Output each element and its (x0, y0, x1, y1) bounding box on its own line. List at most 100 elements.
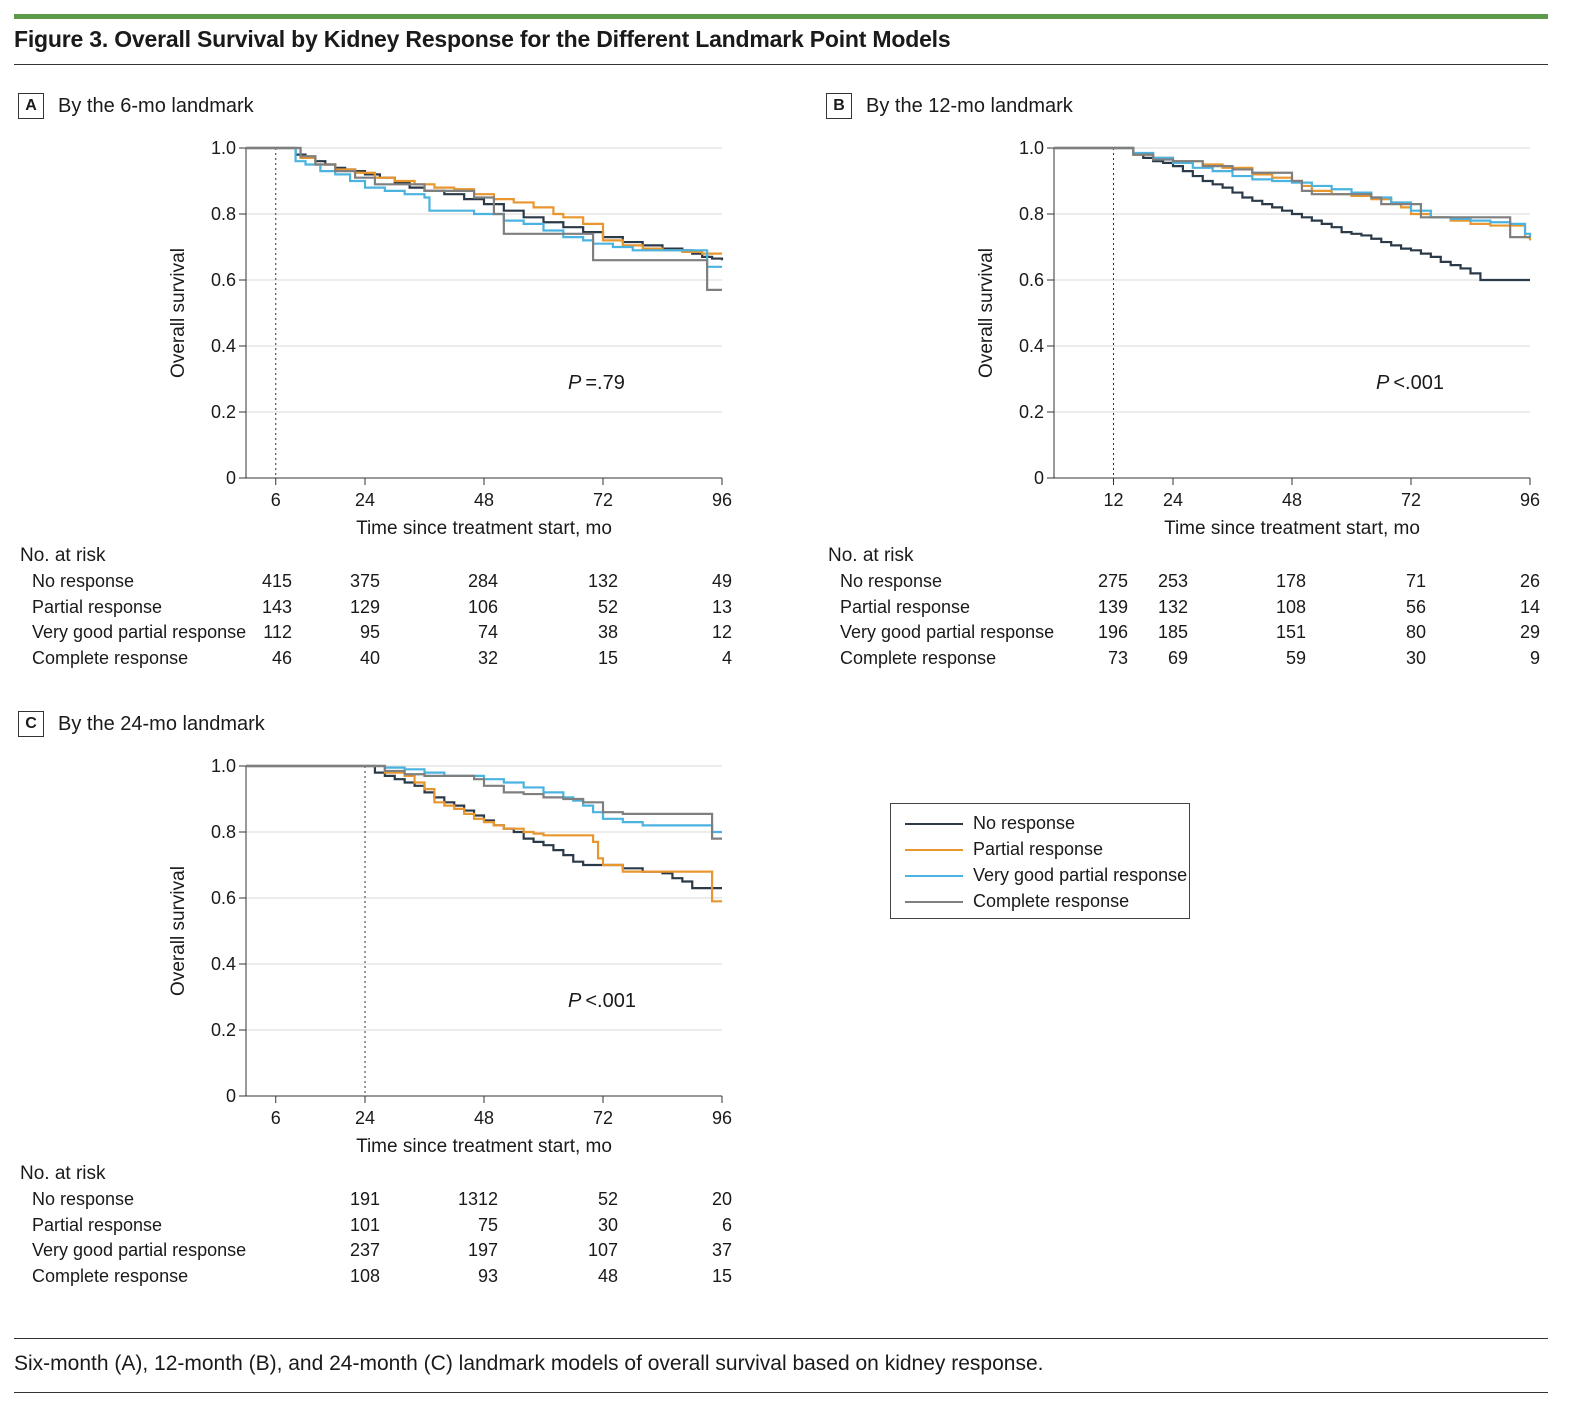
risk-value: 196 (1097, 622, 1128, 642)
risk-value: 75 (477, 1214, 498, 1235)
risk-value: 108 (349, 1265, 380, 1286)
risk-value: 253 (1157, 571, 1188, 591)
risk-row-name: Partial response (32, 596, 163, 617)
risk-value: 69 (1167, 647, 1188, 668)
y-tick-label: 0.2 (211, 1020, 236, 1040)
risk-value: 32 (477, 647, 498, 668)
y-tick-label: 1.0 (211, 756, 236, 776)
panel-c-title: By the 24-mo landmark (58, 712, 265, 735)
series-line-very-good-partial-response (246, 764, 722, 834)
chart-panel-b: 0 0.2 0.4 0.6 0.8 1.0 12 24 48 72 96 Time since tre… (976, 138, 1540, 539)
y-tick-label: 0.4 (211, 336, 236, 356)
risk-value: 29 (1519, 622, 1540, 642)
risk-header: No. at risk (828, 545, 914, 566)
risk-header: No. at risk (20, 1163, 106, 1184)
risk-value: 95 (359, 622, 380, 642)
x-tick-label: 48 (1282, 490, 1302, 510)
legend-swatch (905, 900, 963, 903)
series-line-complete-response (246, 146, 722, 291)
risk-value: 13 (711, 596, 732, 617)
x-tick-label: 72 (1401, 490, 1421, 510)
series-line-partial-response (246, 764, 722, 903)
p-value: <.001 (585, 990, 636, 1012)
panel-b-label: B By the 12-mo landmark (826, 93, 1073, 119)
risk-value: 12 (711, 622, 732, 642)
legend-label: Partial response (973, 839, 1104, 859)
x-axis-label: Time since treatment start, mo (356, 1136, 612, 1157)
y-tick-label: 0.2 (211, 402, 236, 422)
x-tick-label: 24 (355, 1108, 375, 1128)
x-tick-label: 72 (593, 1108, 613, 1128)
risk-value: 20 (711, 1189, 732, 1209)
risk-value: 6 (721, 1214, 732, 1235)
p-value-label: P =.79 (568, 372, 625, 394)
x-tick-label: 96 (1520, 490, 1540, 510)
risk-value: 129 (349, 596, 380, 617)
p-value-label: P <.001 (1376, 372, 1444, 394)
panel-c-letter: C (18, 711, 44, 737)
risk-value: 415 (261, 571, 292, 591)
y-tick-label: 0.8 (211, 822, 236, 842)
y-tick-label: 0.4 (1019, 336, 1044, 356)
risk-value: 71 (1405, 571, 1426, 591)
p-symbol: P (1376, 372, 1390, 394)
risk-value: 52 (597, 596, 618, 617)
y-tick-label: 0.8 (211, 204, 236, 224)
series-line-complete-response (246, 764, 722, 840)
risk-value: 59 (1285, 647, 1306, 668)
title-divider (14, 64, 1548, 65)
series-line-no-response (1054, 146, 1530, 282)
risk-value: 275 (1097, 571, 1128, 591)
y-axis-label: Overall survival (168, 248, 189, 378)
y-tick-label: 0.6 (211, 888, 236, 908)
x-tick-label: 24 (355, 490, 375, 510)
risk-value: 106 (467, 596, 498, 617)
risk-value: 1312 (457, 1189, 498, 1209)
risk-table-b: No. at risk No response 275 253 178 71 26 Parti… (828, 545, 1568, 675)
p-symbol: P (568, 372, 582, 394)
risk-value: 151 (1275, 622, 1306, 642)
y-tick-label: 0.2 (1019, 402, 1044, 422)
risk-value: 197 (467, 1240, 498, 1260)
series-line-very-good-partial-response (246, 146, 722, 268)
risk-value: 80 (1405, 622, 1426, 642)
x-tick-label: 96 (712, 1108, 732, 1128)
risk-row-name: Very good partial response (840, 622, 1055, 642)
risk-value: 108 (1275, 596, 1306, 617)
risk-value: 37 (711, 1240, 732, 1260)
risk-row-name: Very good partial response (32, 622, 247, 642)
p-value: <.001 (1393, 372, 1444, 394)
risk-value: 112 (263, 622, 292, 642)
legend-swatch (905, 822, 963, 825)
y-tick-label: 0 (226, 1086, 236, 1106)
y-tick-label: 0.6 (1019, 270, 1044, 290)
legend-label: Complete response (973, 891, 1130, 911)
risk-value: 4 (721, 647, 732, 668)
risk-value: 74 (477, 622, 498, 642)
risk-value: 178 (1275, 571, 1306, 591)
p-symbol: P (568, 990, 582, 1012)
x-axis-label: Time since treatment start, mo (1164, 518, 1420, 539)
legend-item-no-response: No response (905, 813, 1075, 834)
y-tick-label: 0.4 (211, 954, 236, 974)
panel-a-letter: A (18, 93, 44, 119)
x-tick-label: 48 (474, 490, 494, 510)
x-tick-label: 48 (474, 1108, 494, 1128)
y-tick-label: 0.8 (1019, 204, 1044, 224)
risk-table-c: No. at risk No response 191 1312 52 20 Partial… (20, 1163, 760, 1293)
y-tick-label: 1.0 (1019, 138, 1044, 158)
risk-row-name: Complete response (32, 1265, 189, 1286)
risk-row-name: No response (32, 1189, 135, 1209)
risk-value: 143 (261, 596, 292, 617)
figure-title: Figure 3. Overall Survival by Kidney Res… (14, 26, 951, 52)
y-tick-label: 1.0 (211, 138, 236, 158)
risk-value: 284 (467, 571, 498, 591)
risk-value: 15 (597, 647, 618, 668)
risk-value: 30 (1405, 647, 1426, 668)
risk-row-name: Partial response (32, 1214, 163, 1235)
caption-top-divider (14, 1338, 1548, 1339)
x-tick-label: 12 (1103, 490, 1123, 510)
legend-swatch (905, 874, 963, 877)
risk-value: 30 (597, 1214, 618, 1235)
panel-b-title: By the 12-mo landmark (866, 94, 1073, 117)
